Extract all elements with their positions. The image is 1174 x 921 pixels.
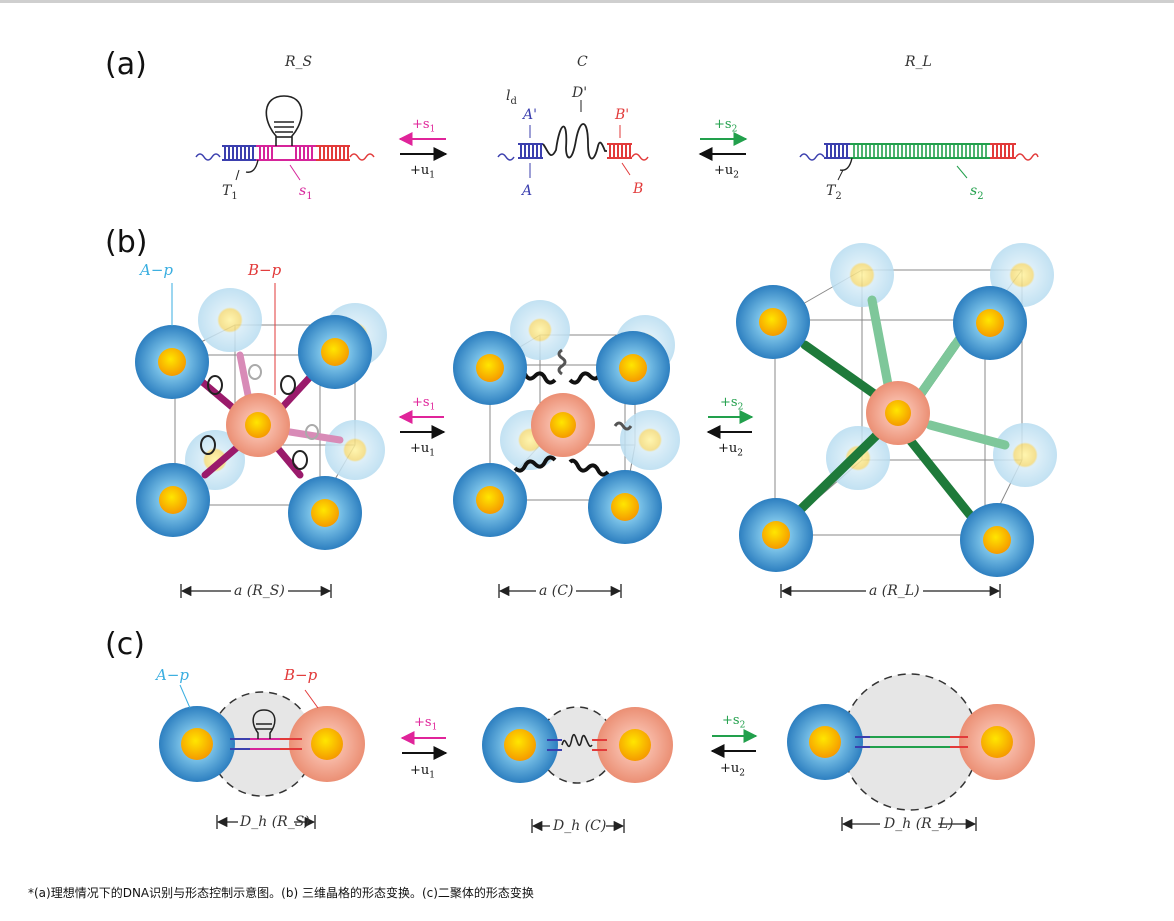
rate-plus-s1-a: +s1 xyxy=(412,117,436,135)
rate-plus-u1-c: +u1 xyxy=(410,763,435,781)
panel-a-arrows-2 xyxy=(698,132,748,161)
panel-a-c-coil xyxy=(497,100,649,178)
label-b: B xyxy=(633,181,644,197)
label-d-prime: D' xyxy=(572,85,588,101)
label-a-prime: A' xyxy=(523,107,537,123)
dimer-rs xyxy=(159,684,365,797)
rate-plus-s1-c: +s1 xyxy=(414,715,438,733)
dim-label-lattice-c: a (C) xyxy=(536,584,577,598)
panel-c-arrows-2 xyxy=(710,729,758,758)
panel-a-label: (a) xyxy=(105,47,147,82)
panel-b-arrows-2 xyxy=(706,410,754,439)
panel-a-rs-duplex xyxy=(195,95,375,181)
figure-caption: *(a)理想情况下的DNA识别与形态控制示意图。(b) 三维晶格的形态变换。(c… xyxy=(28,886,534,900)
label-t2: T2 xyxy=(826,183,842,202)
rate-plus-u1-a: +u1 xyxy=(410,163,435,181)
label-b-prime: B' xyxy=(615,107,630,123)
rate-plus-u2-b: +u2 xyxy=(718,441,743,459)
state-label-c: C xyxy=(577,54,588,70)
panel-b-arrows-1 xyxy=(398,410,446,439)
rate-plus-s1-b: +s1 xyxy=(412,395,436,413)
state-label-rs: R_S xyxy=(285,54,313,70)
panel-c-arrows-1 xyxy=(400,731,448,760)
lattice-c xyxy=(453,300,680,544)
lattice-rl xyxy=(736,243,1057,577)
dimer-dimension-lines xyxy=(216,815,977,833)
label-a-particle-c: A−p xyxy=(156,666,190,684)
top-divider xyxy=(0,0,1174,3)
rate-plus-s2-a: +s2 xyxy=(714,117,738,135)
label-a: A xyxy=(522,183,533,199)
lattice-rs xyxy=(135,283,387,550)
rate-plus-u1-b: +u1 xyxy=(410,441,435,459)
panel-a-rl-duplex xyxy=(799,143,1039,181)
dimer-c xyxy=(482,706,673,784)
label-t1: T1 xyxy=(222,183,238,202)
dim-label-lattice-rs: a (R_S) xyxy=(231,584,288,598)
state-label-rl: R_L xyxy=(905,54,932,70)
rate-plus-u2-a: +u2 xyxy=(714,163,739,181)
label-s2: s2 xyxy=(970,183,984,202)
panel-a-arrows-1 xyxy=(398,132,448,161)
dimer-rl xyxy=(787,673,1035,811)
rate-plus-s2-c: +s2 xyxy=(722,713,746,731)
dim-label-dimer-rl: D_h (R_L) xyxy=(884,816,954,832)
panel-b-label: (b) xyxy=(105,225,148,260)
dim-label-dimer-rs: D_h (R_S) xyxy=(240,814,310,830)
label-s1: s1 xyxy=(299,183,313,202)
dim-label-lattice-rl: a (R_L) xyxy=(866,584,923,598)
label-b-particle-c: B−p xyxy=(284,666,318,684)
label-a-particle-b: A−p xyxy=(140,261,174,279)
rate-plus-s2-b: +s2 xyxy=(720,395,744,413)
label-ld: ld xyxy=(506,88,517,107)
label-b-particle-b: B−p xyxy=(248,261,282,279)
panel-c-label: (c) xyxy=(105,627,145,662)
dim-label-dimer-c: D_h (C) xyxy=(553,818,607,834)
rate-plus-u2-c: +u2 xyxy=(720,761,745,779)
